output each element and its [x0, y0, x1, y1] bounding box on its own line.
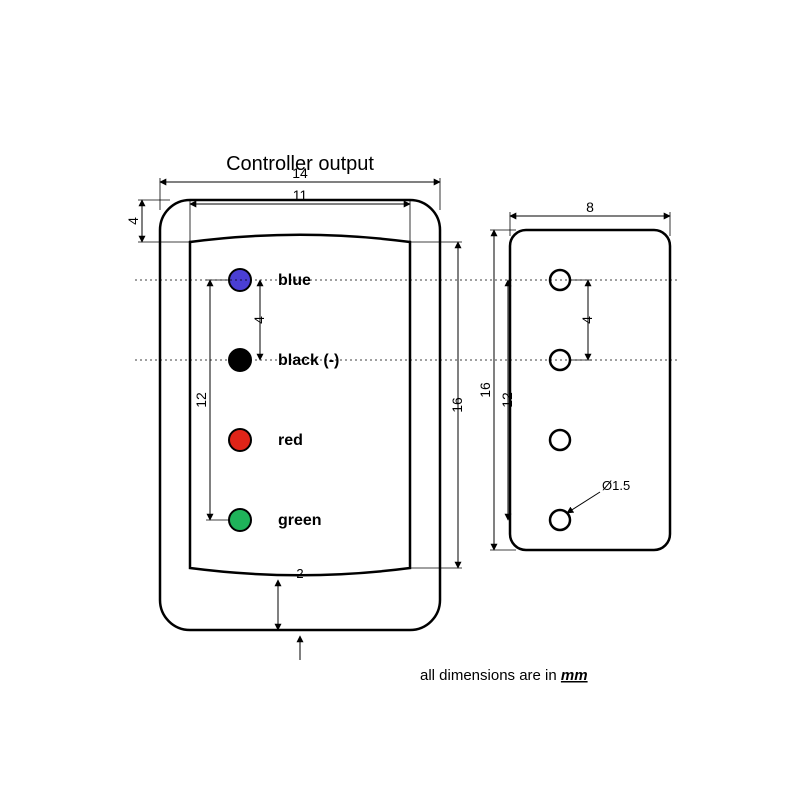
dimension-label: 16 [449, 397, 465, 413]
dimension-label: 2 [296, 566, 303, 581]
pin-label: red [278, 432, 303, 449]
units-note: all dimensions are in mm [420, 667, 588, 684]
pin-red [229, 429, 251, 451]
pin-green [229, 509, 251, 531]
dimension-label: 8 [586, 199, 594, 215]
dimension-label: 14 [292, 165, 308, 181]
hole-diameter-label: Ø1.5 [602, 478, 630, 493]
side-hole [550, 430, 570, 450]
dimension-label: 16 [477, 382, 493, 398]
leader-line [567, 492, 600, 513]
dimension-label: 4 [579, 316, 595, 324]
dimension-label: 4 [125, 217, 141, 225]
dimension-label: 12 [193, 392, 209, 408]
pin-label: green [278, 512, 322, 529]
dimension-label: 4 [251, 316, 267, 324]
dimension-label: 12 [499, 392, 515, 408]
dimension-label: 11 [293, 187, 308, 203]
pin-label: black (-) [278, 352, 339, 369]
pin-label: blue [278, 272, 311, 289]
side-body [510, 230, 670, 550]
